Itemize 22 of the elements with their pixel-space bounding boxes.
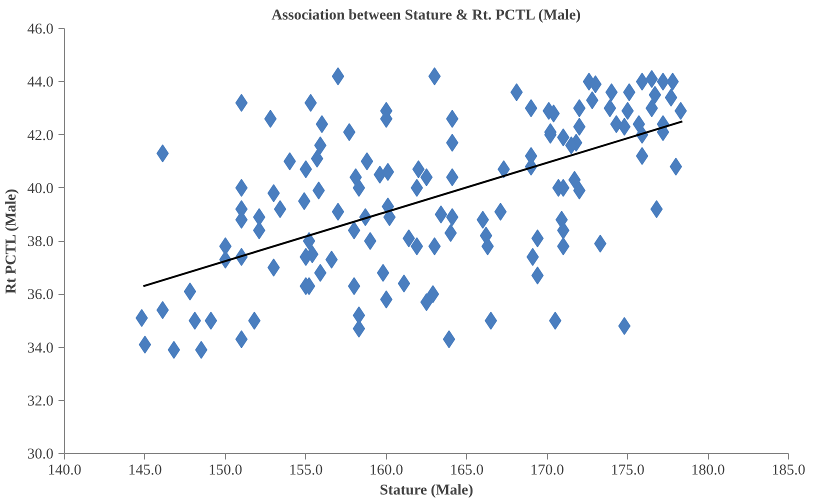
x-tick-label: 150.0	[208, 462, 242, 478]
x-tick-label: 140.0	[48, 462, 82, 478]
y-tick-label: 46.0	[27, 22, 54, 38]
y-tick-label: 38.0	[27, 234, 54, 250]
x-tick-label: 160.0	[369, 462, 404, 478]
y-tick-label: 32.0	[27, 393, 54, 410]
x-tick-label: 185.0	[772, 462, 806, 478]
chart-title: Association between Stature & Rt. PCTL (Male)	[271, 8, 581, 24]
x-tick-label: 145.0	[128, 462, 162, 478]
x-axis-title: Stature (Male)	[380, 482, 474, 498]
y-axis-title: Rt PCTL (Male)	[3, 188, 20, 294]
y-tick-label: 36.0	[27, 287, 54, 304]
x-tick-label: 170.0	[530, 462, 564, 478]
x-tick-label: 175.0	[610, 462, 644, 478]
x-tick-label: 155.0	[288, 462, 323, 478]
y-tick-label: 40.0	[27, 180, 54, 197]
y-tick-label: 44.0	[27, 74, 54, 91]
y-tick-label: 30.0	[27, 446, 54, 462]
x-tick-label: 165.0	[450, 462, 484, 478]
y-tick-label: 34.0	[27, 340, 54, 356]
x-tick-label: 180.0	[691, 462, 725, 478]
y-tick-label: 42.0	[27, 128, 54, 144]
